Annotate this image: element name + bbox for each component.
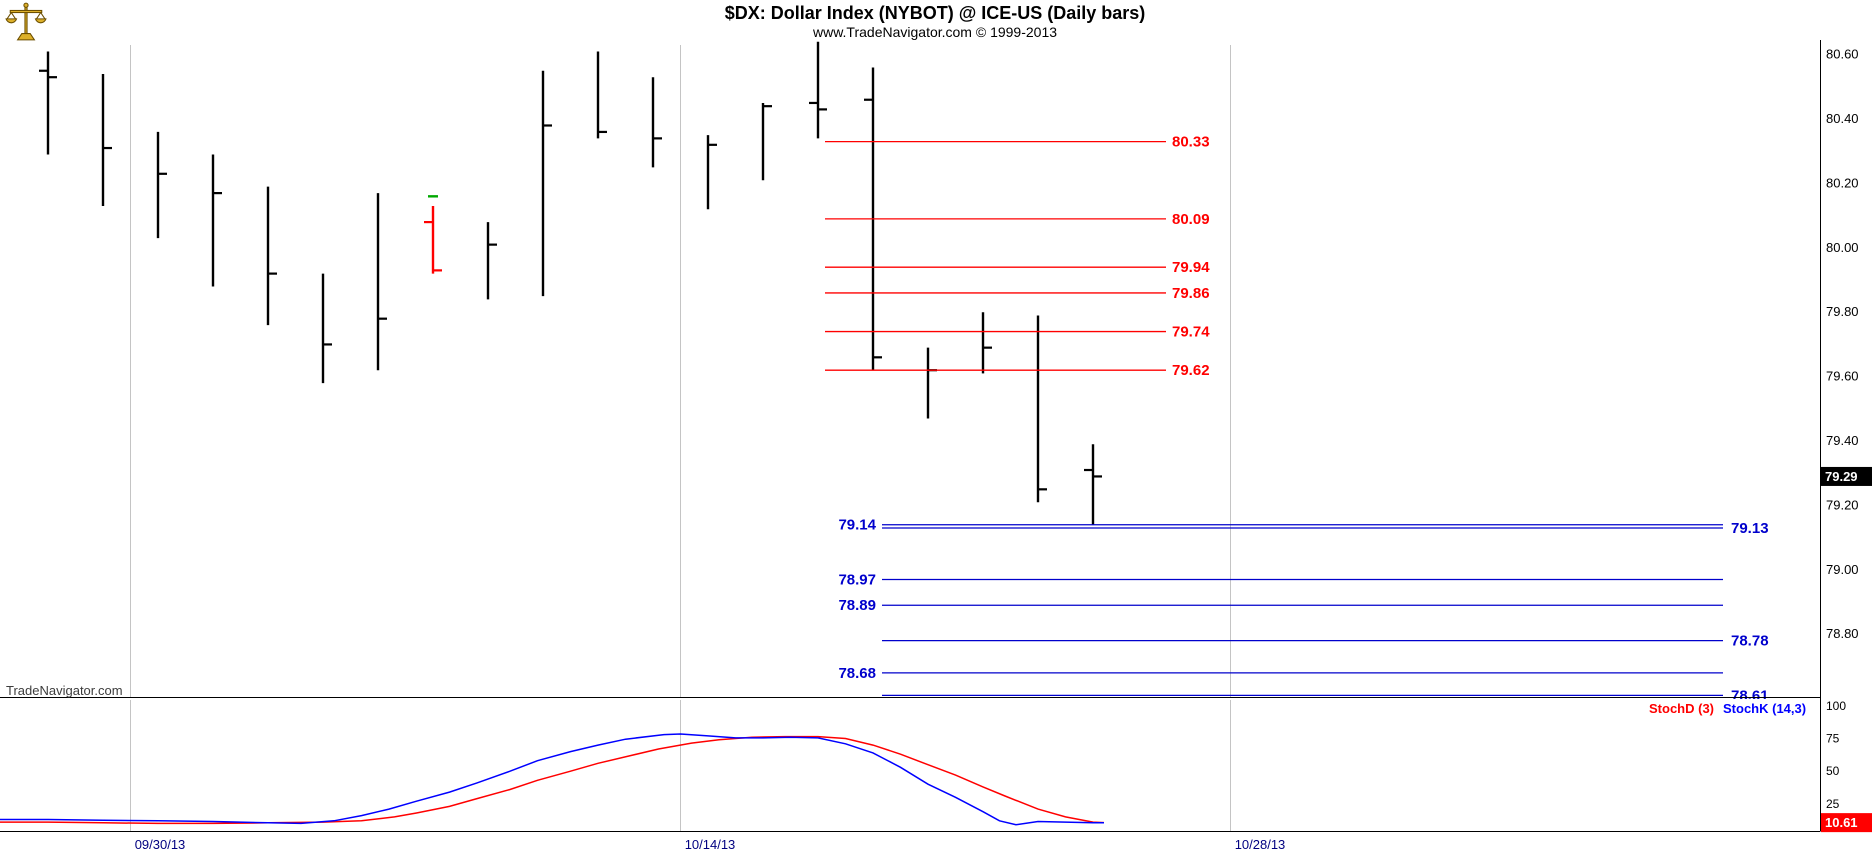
ohlc-bar: [486, 222, 497, 300]
scales-logo-icon: [5, 1, 47, 43]
stoch-legend-d[interactable]: StochD (3): [1649, 701, 1714, 716]
ohlc-bar: [101, 73, 112, 206]
date-label: 09/30/13: [135, 837, 186, 852]
ohlc-bar: [926, 347, 937, 419]
price-axis-label: 80.40: [1826, 111, 1859, 126]
support-label: 78.97: [838, 571, 876, 588]
ohlc-bar: [809, 41, 827, 139]
ohlc-bar: [596, 51, 607, 139]
price-axis-label: 79.40: [1826, 433, 1859, 448]
ohlc-bar: [39, 51, 57, 155]
price-axis-label: 80.60: [1826, 47, 1859, 62]
price-axis-label: 80.00: [1826, 240, 1859, 255]
ohlc-bar: [651, 77, 662, 168]
stoch-badge-value: 10.61: [1825, 815, 1858, 830]
ohlc-bar: [321, 273, 332, 384]
date-label: 10/28/13: [1235, 837, 1286, 852]
last-price-badge: [1821, 466, 1872, 486]
resistance-label: 79.74: [1172, 324, 1210, 341]
ohlc-bar: [1036, 315, 1047, 503]
resistance-label: 79.86: [1172, 285, 1210, 302]
watermark-text: TradeNavigator.com: [6, 683, 123, 698]
price-axis-label: 80.20: [1826, 175, 1859, 190]
date-label: 10/14/13: [685, 837, 736, 852]
price-axis-label: 79.80: [1826, 304, 1859, 319]
ohlc-bar: [156, 131, 167, 239]
last-price-value: 79.29: [1825, 469, 1858, 484]
stoch-line-d: [0, 735, 1105, 825]
ohlc-bar: [541, 70, 552, 297]
price-axis-label: 79.60: [1826, 369, 1859, 384]
ohlc-bar: [706, 135, 717, 210]
ohlc-bar: [761, 102, 772, 181]
resistance-label: 80.33: [1172, 134, 1210, 151]
ohlc-bar: [266, 186, 277, 326]
stoch-value-badge: [1821, 813, 1872, 833]
stoch-axis-label: 25: [1826, 797, 1840, 811]
resistance-label: 80.09: [1172, 211, 1210, 228]
stoch-axis-label: 100: [1826, 699, 1846, 713]
support-label: 78.78: [1731, 633, 1769, 650]
ohlc-bar: [1084, 444, 1102, 525]
support-label: 79.14: [838, 517, 876, 534]
resistance-label: 79.62: [1172, 362, 1210, 379]
support-label: 79.13: [1731, 520, 1769, 537]
chart-subtitle: www.TradeNavigator.com © 1999-2013: [812, 24, 1058, 40]
resistance-label: 79.94: [1172, 259, 1210, 276]
support-label: 78.68: [838, 665, 876, 682]
ohlc-bar: [424, 195, 442, 274]
ohlc-bar: [211, 154, 222, 287]
price-axis-label: 78.80: [1826, 626, 1859, 641]
stoch-line-k: [0, 733, 1104, 826]
ohlc-bar: [981, 312, 992, 374]
stoch-axis-label: 75: [1826, 732, 1840, 746]
support-label: 78.61: [1731, 687, 1769, 704]
price-axis-label: 79.00: [1826, 562, 1859, 577]
price-axis-label: 79.20: [1826, 497, 1859, 512]
stoch-axis-label: 50: [1826, 764, 1840, 778]
ohlc-bar: [376, 193, 387, 371]
chart-title: $DX: Dollar Index (NYBOT) @ ICE-US (Dail…: [724, 3, 1146, 23]
stoch-legend-k[interactable]: StochK (14,3): [1723, 701, 1806, 716]
support-label: 78.89: [838, 597, 876, 614]
